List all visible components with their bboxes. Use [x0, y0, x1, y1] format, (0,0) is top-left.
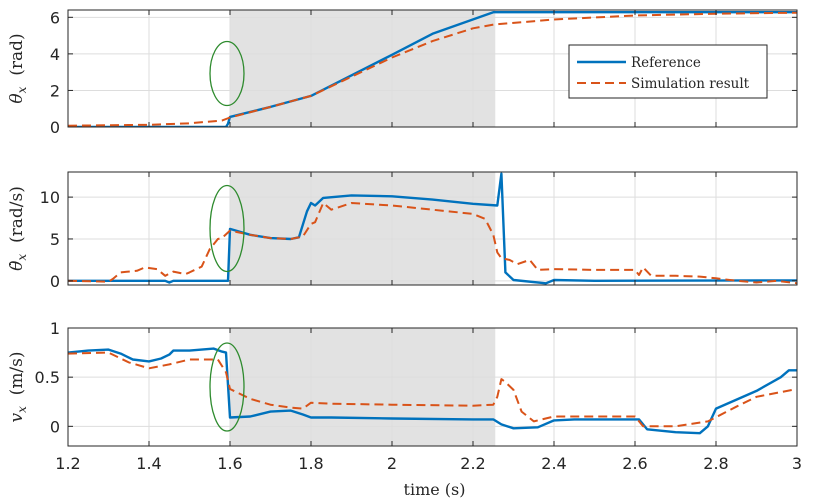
legend-label: Simulation result	[631, 76, 750, 92]
simulation-line	[68, 11, 797, 127]
x-tick-label: 3	[792, 454, 802, 473]
x-axis-label: time (s)	[404, 480, 466, 499]
highlight-ellipse	[209, 184, 245, 273]
axes-box	[67, 9, 798, 128]
x-tick-label: 2	[387, 454, 397, 473]
y-tick-label: 10	[40, 188, 60, 207]
y-tick-label: 0.5	[35, 368, 60, 387]
y-tick-label: 5	[50, 230, 60, 249]
y-axis-symbol: v	[7, 413, 27, 423]
x-tick-label: 2.6	[622, 454, 647, 473]
x-tick-label: 1.8	[298, 454, 323, 473]
simulation-line	[68, 351, 797, 428]
legend-box	[568, 44, 768, 99]
x-tick-label: 2.8	[703, 454, 728, 473]
axes-box	[67, 171, 798, 286]
series-group	[68, 172, 797, 285]
shaded-interval	[230, 328, 496, 446]
y-axis-symbol: θ̇	[7, 261, 27, 271]
y-axis-unit: (rad/s)	[7, 186, 27, 254]
y-axis-label: θ̇x (rad/s)	[7, 186, 29, 271]
y-tick-label: 0	[50, 118, 60, 137]
y-tick-label: 0	[50, 272, 60, 291]
simulation-line	[68, 202, 797, 285]
x-tick-label: 1.4	[136, 454, 161, 473]
y-axis-unit: (rad)	[7, 33, 27, 86]
x-tick-label: 2.4	[541, 454, 566, 473]
y-axis-subscript: x	[15, 254, 29, 261]
panel-2: 0 5 10 θ̇x (rad/s)	[7, 171, 798, 291]
panel-3: 0 0.5 1 vx (m/s)	[7, 319, 798, 447]
y-axis-subscript: x	[15, 406, 29, 413]
y-tick-label: 4	[50, 45, 60, 64]
y-axis-label: vx (m/s)	[7, 351, 29, 422]
legend-label: Reference	[631, 55, 701, 71]
y-axis-symbol: θ	[7, 93, 27, 103]
x-tick-label: 1.2	[55, 454, 80, 473]
y-tick-label: 0	[50, 417, 60, 436]
series-group	[68, 11, 797, 127]
reference-line	[68, 347, 797, 435]
y-axis-subscript: x	[15, 86, 29, 93]
series-group	[68, 347, 797, 435]
reference-line	[68, 172, 797, 285]
y-tick-label: 6	[50, 8, 60, 27]
legend: Reference Simulation result	[568, 44, 768, 99]
y-axis-unit: (m/s)	[7, 351, 27, 406]
x-tick-label: 1.6	[217, 454, 242, 473]
y-tick-label: 2	[50, 81, 60, 100]
axes-box	[67, 327, 798, 447]
highlight-ellipse	[209, 40, 245, 107]
y-tick-label: 1	[50, 319, 60, 338]
y-axis-label: θx (rad)	[7, 33, 29, 103]
shaded-interval	[230, 172, 496, 285]
panel-1: 0 2 4 6 θx (rad)	[7, 8, 798, 137]
highlight-ellipse	[209, 342, 245, 432]
x-tick-label: 2.2	[460, 454, 485, 473]
